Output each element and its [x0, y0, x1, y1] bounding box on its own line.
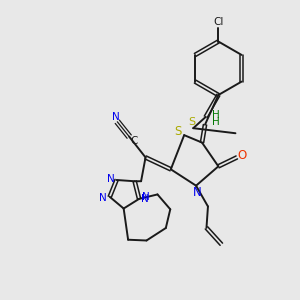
Text: N: N: [142, 192, 149, 203]
Text: N: N: [112, 112, 120, 122]
Text: N: N: [107, 173, 115, 184]
Text: C: C: [130, 136, 137, 146]
Text: N: N: [99, 193, 107, 203]
Text: S: S: [174, 125, 181, 138]
Text: N: N: [193, 186, 202, 199]
Text: Cl: Cl: [213, 17, 224, 27]
Text: H: H: [212, 117, 220, 127]
Text: H: H: [212, 110, 220, 119]
Text: O: O: [238, 148, 247, 162]
Text: S: S: [188, 117, 195, 127]
Text: N: N: [141, 194, 149, 204]
